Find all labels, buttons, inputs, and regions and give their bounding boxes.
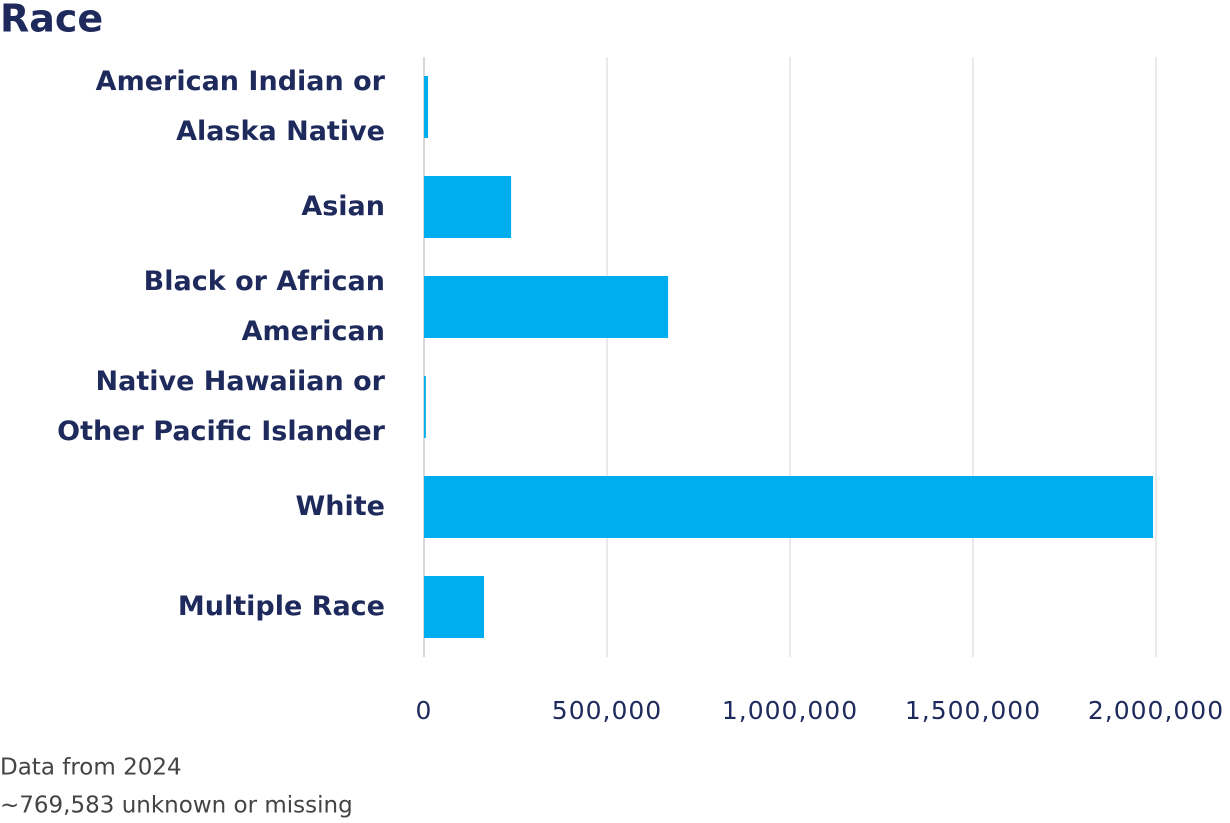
y-tick-label: Multiple Race xyxy=(177,591,385,622)
x-tick-label: 500,000 xyxy=(552,696,662,725)
y-tick-label: White xyxy=(295,491,385,522)
bar xyxy=(424,276,669,338)
bar xyxy=(424,476,1154,538)
y-tick-label: American Indian or Alaska Native xyxy=(95,66,385,147)
chart-title: Race xyxy=(0,0,103,41)
note: ~769,583 unknown or missing xyxy=(0,793,353,819)
x-tick-label: 1,500,000 xyxy=(905,696,1041,725)
bar xyxy=(424,176,512,238)
bar xyxy=(424,576,485,638)
y-tick-label: Asian xyxy=(301,191,385,222)
x-tick-label: 1,000,000 xyxy=(722,696,858,725)
bar xyxy=(424,376,426,438)
bar xyxy=(424,76,429,138)
x-tick-label: 0 xyxy=(416,696,433,725)
x-tick-label: 2,000,000 xyxy=(1088,696,1224,725)
y-tick-label: Native Hawaiian or Other Pacific Islande… xyxy=(57,366,385,447)
note: Data from 2024 xyxy=(0,755,182,781)
y-tick-label: Black or African American xyxy=(143,266,385,347)
